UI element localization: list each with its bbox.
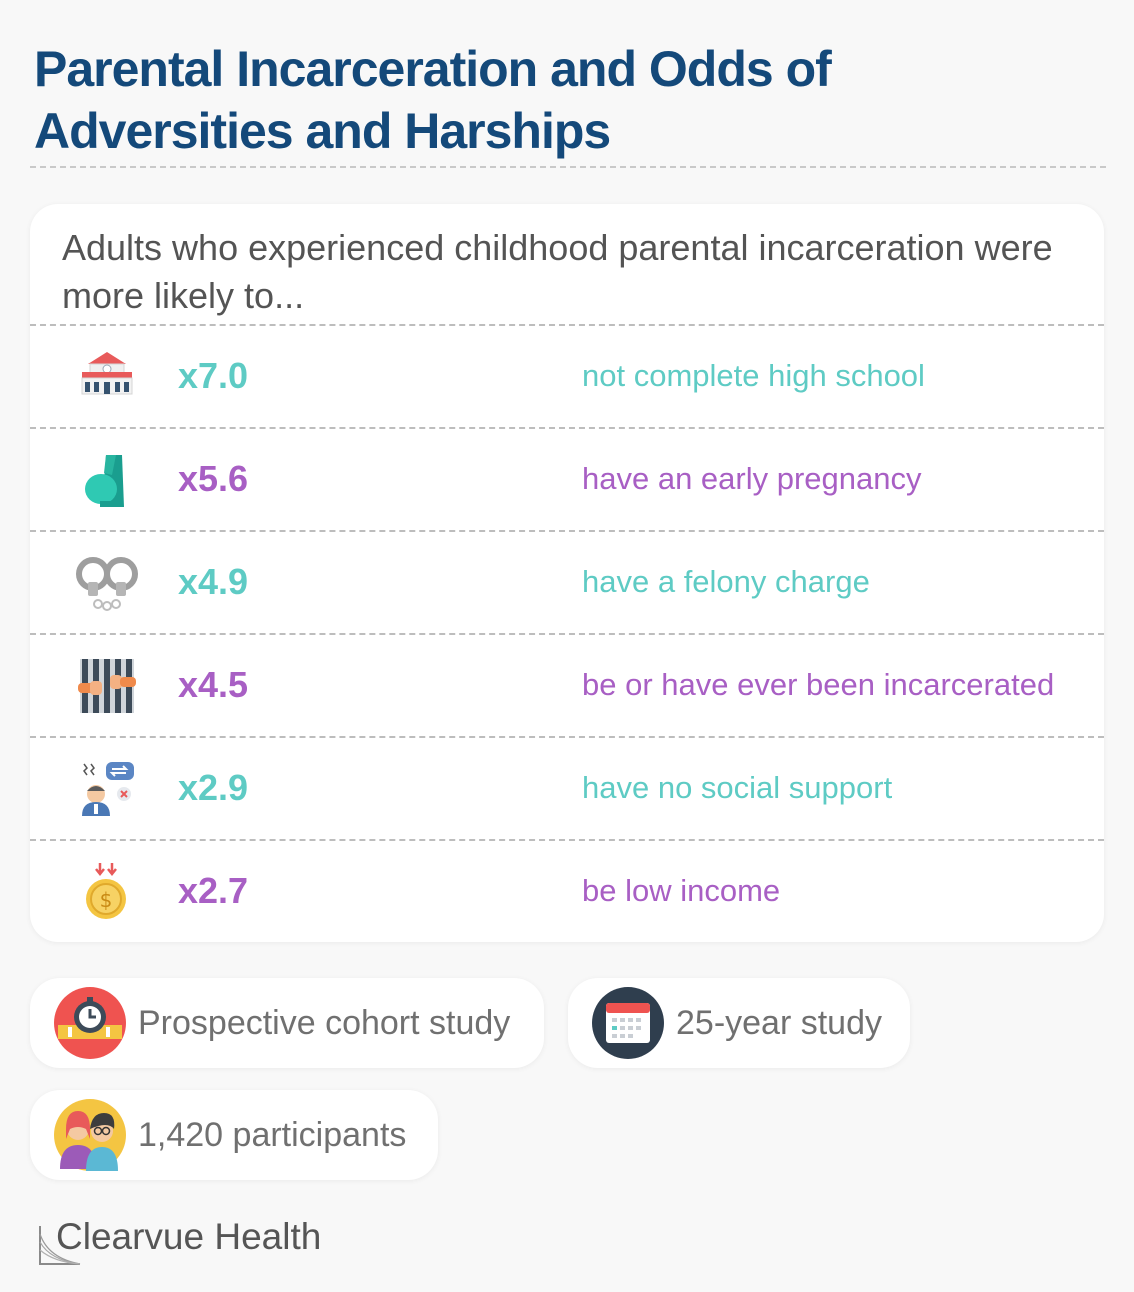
finding-row: $ x2.7 be low income	[30, 839, 1104, 942]
findings-card: Adults who experienced childhood parenta…	[30, 204, 1104, 942]
school-building-icon	[81, 352, 133, 395]
study-design-badge: Prospective cohort study	[30, 978, 544, 1068]
page-title: Parental Incarceration and Odds of Adver…	[34, 41, 832, 159]
participants-badge: 1,420 participants	[30, 1090, 438, 1180]
finding-row: x7.0 not complete high school	[30, 324, 1104, 427]
study-duration-badge: 25-year study	[568, 978, 910, 1068]
odds-ratio: x4.5	[178, 664, 249, 705]
calendar-icon	[592, 987, 664, 1059]
odds-ratio: x5.6	[178, 458, 249, 499]
study-design-text: Prospective cohort study	[138, 1004, 511, 1042]
finding-row: x4.9 have a felony charge	[30, 530, 1104, 633]
svg-text:$: $	[100, 888, 113, 912]
participants-icon	[54, 1099, 126, 1171]
finding-row: x4.5 be or have ever been incarcerated	[30, 633, 1104, 736]
falling-coin-icon: $	[86, 863, 126, 919]
intro-text: Adults who experienced childhood parenta…	[62, 227, 1053, 316]
odds-ratio: x2.7	[178, 870, 249, 911]
brand-name: Clearvue Health	[56, 1216, 322, 1257]
odds-ratio: x7.0	[178, 355, 249, 396]
isolated-person-icon	[82, 762, 134, 816]
prison-bars-icon	[78, 659, 136, 713]
outcome-label: have no social support	[582, 770, 893, 805]
outcome-label: be low income	[582, 873, 781, 908]
outcome-label: have a felony charge	[582, 564, 870, 599]
brand-footer: Clearvue Health	[38, 1212, 358, 1268]
odds-ratio: x4.9	[178, 561, 249, 602]
study-duration-text: 25-year study	[676, 1004, 882, 1042]
finding-row: x2.9 have no social support	[30, 736, 1104, 839]
outcome-label: have an early pregnancy	[582, 461, 922, 496]
stopwatch-icon	[54, 987, 126, 1059]
outcome-label: not complete high school	[582, 358, 925, 393]
participants-text: 1,420 participants	[138, 1116, 407, 1154]
title-divider	[30, 166, 1106, 168]
pregnancy-icon	[85, 455, 124, 507]
handcuffs-icon	[76, 557, 138, 611]
clearvue-logo-icon	[39, 1226, 81, 1265]
finding-row: x5.6 have an early pregnancy	[30, 427, 1104, 530]
odds-ratio: x2.9	[178, 767, 249, 808]
outcome-label: be or have ever been incarcerated	[582, 667, 1055, 702]
